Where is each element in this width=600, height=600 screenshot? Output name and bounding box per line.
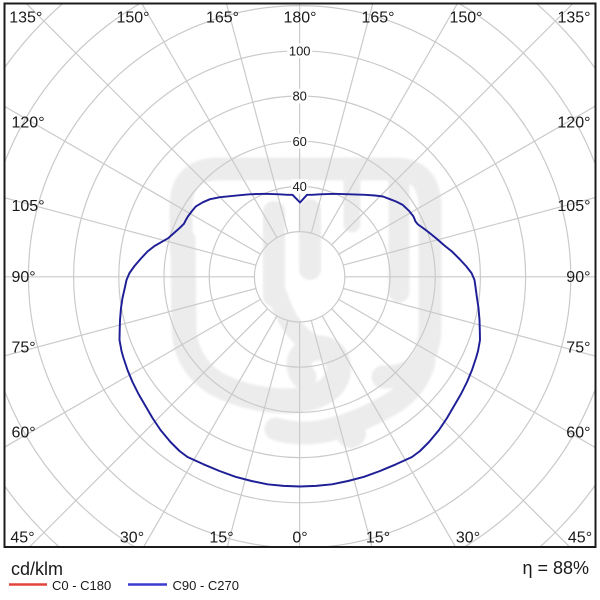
svg-text:30°: 30° (120, 529, 144, 546)
svg-text:100: 100 (289, 43, 311, 58)
svg-text:45°: 45° (568, 529, 592, 546)
svg-text:15°: 15° (366, 529, 390, 546)
svg-text:η = 88%: η = 88% (522, 558, 589, 578)
svg-text:C90 - C270: C90 - C270 (173, 578, 239, 593)
svg-text:0°: 0° (292, 529, 307, 546)
svg-text:105°: 105° (557, 198, 590, 215)
svg-text:105°: 105° (12, 198, 45, 215)
svg-text:40: 40 (292, 179, 306, 194)
svg-text:150°: 150° (116, 9, 149, 26)
svg-text:90°: 90° (12, 269, 36, 286)
svg-text:30°: 30° (456, 529, 480, 546)
svg-text:60°: 60° (12, 425, 36, 442)
svg-text:45°: 45° (10, 529, 34, 546)
svg-text:75°: 75° (12, 340, 36, 357)
svg-text:80: 80 (292, 89, 306, 104)
svg-text:120°: 120° (557, 115, 590, 132)
svg-text:120°: 120° (12, 115, 45, 132)
svg-text:60: 60 (292, 134, 306, 149)
svg-text:150°: 150° (449, 9, 482, 26)
svg-text:cd/klm: cd/klm (11, 559, 63, 579)
svg-text:165°: 165° (361, 9, 394, 26)
svg-text:135°: 135° (557, 9, 590, 26)
svg-text:180°: 180° (283, 9, 316, 26)
svg-text:135°: 135° (9, 9, 42, 26)
svg-text:C0 - C180: C0 - C180 (52, 578, 111, 593)
svg-text:60°: 60° (566, 425, 590, 442)
svg-text:165°: 165° (206, 9, 239, 26)
svg-text:75°: 75° (566, 340, 590, 357)
svg-text:15°: 15° (209, 529, 233, 546)
svg-text:90°: 90° (566, 269, 590, 286)
